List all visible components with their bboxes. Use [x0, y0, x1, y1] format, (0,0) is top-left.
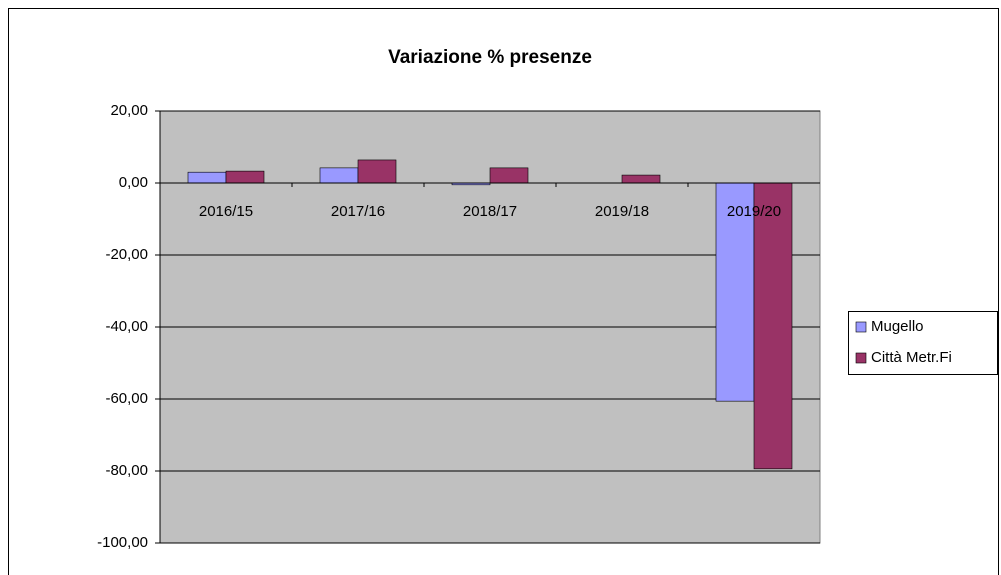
x-tick-label: 2016/15	[199, 203, 253, 220]
y-tick-label: -20,00	[105, 246, 148, 263]
legend-swatch	[855, 352, 867, 364]
y-tick-label: -80,00	[105, 462, 148, 479]
legend-swatch	[855, 321, 867, 333]
legend-box	[848, 311, 998, 375]
y-tick-label: -40,00	[105, 318, 148, 335]
bar	[357, 159, 397, 184]
bar	[489, 167, 529, 184]
y-tick-label: -60,00	[105, 390, 148, 407]
bar	[187, 171, 227, 184]
y-tick-label: 0,00	[119, 174, 148, 191]
legend-label: Città Metr.Fi	[871, 349, 952, 366]
chart-title: Variazione % presenze	[388, 47, 592, 68]
bar	[225, 170, 265, 184]
x-tick-label: 2019/18	[595, 203, 649, 220]
x-tick-label: 2018/17	[463, 203, 517, 220]
bar	[319, 167, 359, 184]
x-tick-label: 2017/16	[331, 203, 385, 220]
y-tick-label: -100,00	[97, 534, 148, 551]
x-tick-label: 2019/20	[727, 203, 781, 220]
y-tick-label: 20,00	[110, 102, 148, 119]
bar	[715, 182, 755, 402]
bar	[753, 182, 793, 470]
bar	[621, 174, 661, 184]
legend-label: Mugello	[871, 318, 924, 335]
